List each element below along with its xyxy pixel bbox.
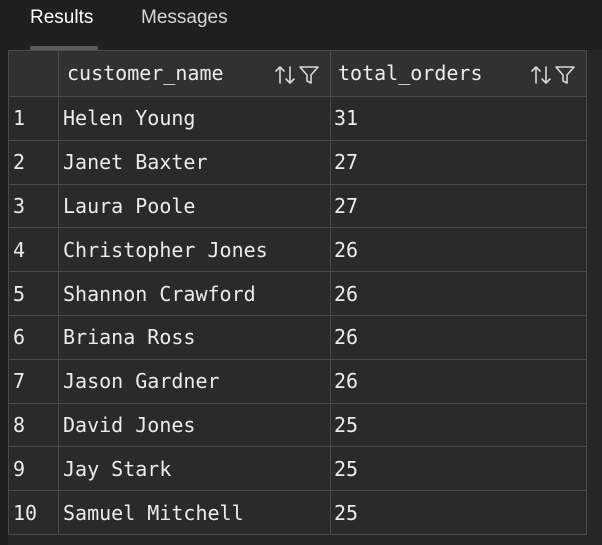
sort-icon[interactable] bbox=[530, 63, 552, 87]
total-orders-cell[interactable]: 25 bbox=[330, 490, 587, 535]
column-header-total-orders[interactable]: total_orders bbox=[330, 50, 587, 97]
table-row[interactable]: 2 Janet Baxter 27 bbox=[8, 139, 587, 185]
table-row[interactable]: 4 Christopher Jones 26 bbox=[8, 227, 587, 273]
column-header-label: total_orders bbox=[338, 61, 483, 85]
total-orders-cell[interactable]: 27 bbox=[330, 183, 587, 229]
table-row[interactable]: 1 Helen Young 31 bbox=[8, 96, 587, 141]
header-row: customer_name bbox=[8, 50, 587, 97]
column-header-label: customer_name bbox=[67, 61, 224, 85]
tab-results[interactable]: Results bbox=[30, 7, 94, 28]
total-orders-cell[interactable]: 25 bbox=[330, 446, 587, 492]
total-orders-cell[interactable]: 25 bbox=[330, 402, 587, 448]
active-tab-indicator bbox=[30, 46, 98, 50]
results-tab-bar: Results Messages bbox=[0, 0, 602, 50]
tab-messages[interactable]: Messages bbox=[141, 7, 228, 28]
row-number-cell[interactable]: 4 bbox=[8, 227, 59, 273]
filter-icon[interactable] bbox=[298, 63, 320, 87]
table-row[interactable]: 7 Jason Gardner 26 bbox=[8, 358, 587, 404]
total-orders-cell[interactable]: 26 bbox=[330, 358, 587, 404]
sort-icon[interactable] bbox=[274, 63, 296, 87]
column-header-customer-name[interactable]: customer_name bbox=[58, 50, 331, 97]
row-number-cell[interactable]: 2 bbox=[8, 139, 59, 185]
customer-name-cell[interactable]: Janet Baxter bbox=[58, 139, 331, 185]
row-number-cell[interactable]: 10 bbox=[8, 490, 59, 535]
customer-name-cell[interactable]: Helen Young bbox=[58, 96, 331, 141]
customer-name-cell[interactable]: Jason Gardner bbox=[58, 358, 331, 404]
total-orders-cell[interactable]: 26 bbox=[330, 271, 587, 316]
results-grid[interactable]: customer_name bbox=[8, 50, 602, 545]
row-number-cell[interactable]: 9 bbox=[8, 446, 59, 492]
table-row[interactable]: 8 David Jones 25 bbox=[8, 402, 587, 448]
row-number-header[interactable] bbox=[8, 50, 59, 97]
row-number-cell[interactable]: 5 bbox=[8, 271, 59, 316]
table-row[interactable]: 9 Jay Stark 25 bbox=[8, 446, 587, 492]
total-orders-cell[interactable]: 27 bbox=[330, 139, 587, 185]
total-orders-cell[interactable]: 26 bbox=[330, 314, 587, 360]
table-row[interactable]: 3 Laura Poole 27 bbox=[8, 183, 587, 229]
customer-name-cell[interactable]: David Jones bbox=[58, 402, 331, 448]
customer-name-cell[interactable]: Samuel Mitchell bbox=[58, 490, 331, 535]
customer-name-cell[interactable]: Jay Stark bbox=[58, 446, 331, 492]
table-row[interactable]: 6 Briana Ross 26 bbox=[8, 314, 587, 360]
table-row[interactable]: 10 Samuel Mitchell 25 bbox=[8, 490, 587, 535]
total-orders-cell[interactable]: 31 bbox=[330, 96, 587, 141]
row-number-cell[interactable]: 3 bbox=[8, 183, 59, 229]
row-number-cell[interactable]: 6 bbox=[8, 314, 59, 360]
total-orders-cell[interactable]: 26 bbox=[330, 227, 587, 273]
customer-name-cell[interactable]: Christopher Jones bbox=[58, 227, 331, 273]
table-row[interactable]: 5 Shannon Crawford 26 bbox=[8, 271, 587, 316]
customer-name-cell[interactable]: Laura Poole bbox=[58, 183, 331, 229]
row-number-cell[interactable]: 7 bbox=[8, 358, 59, 404]
customer-name-cell[interactable]: Briana Ross bbox=[58, 314, 331, 360]
filter-icon[interactable] bbox=[554, 63, 576, 87]
customer-name-cell[interactable]: Shannon Crawford bbox=[58, 271, 331, 316]
row-number-cell[interactable]: 8 bbox=[8, 402, 59, 448]
results-table: customer_name bbox=[8, 50, 587, 535]
row-number-cell[interactable]: 1 bbox=[8, 96, 59, 141]
